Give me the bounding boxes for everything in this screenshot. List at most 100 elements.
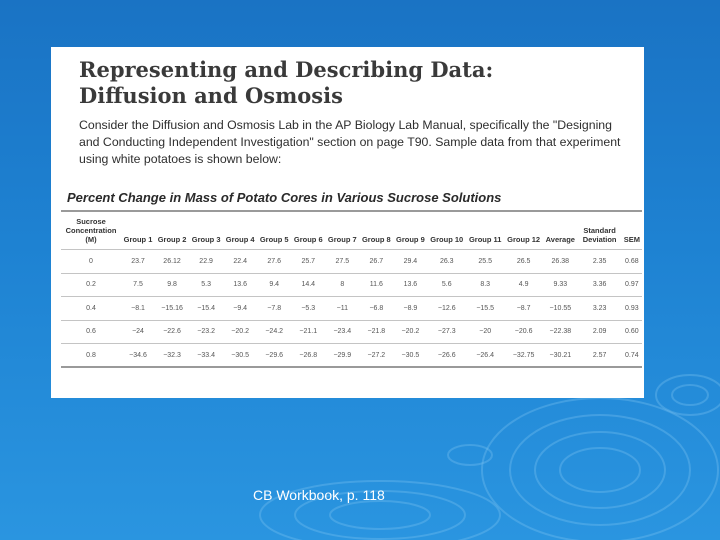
slide-content-card: Representing and Describing Data: Diffus… bbox=[51, 47, 644, 398]
header-cell: Group 1 bbox=[123, 235, 153, 244]
table-cell: −20.2 bbox=[223, 319, 258, 344]
header-cell: Group 11 bbox=[468, 235, 502, 244]
table-cell: 25.7 bbox=[291, 249, 326, 273]
table-cell: −15.4 bbox=[189, 296, 224, 320]
header-cell: Group 4 bbox=[225, 235, 255, 244]
header-cell: SEM bbox=[623, 235, 640, 244]
table-header-row: Sucrose Concentration (M) Group 1 Group … bbox=[61, 217, 642, 250]
table-cell: −8.1 bbox=[121, 296, 156, 320]
table-cell: −24 bbox=[121, 319, 156, 344]
header-cell: Sucrose Concentration (M) bbox=[65, 217, 117, 244]
table-title: Percent Change in Mass of Potato Cores i… bbox=[67, 190, 502, 205]
table-cell: −26.8 bbox=[291, 343, 326, 368]
table-cell: −7.8 bbox=[257, 296, 292, 320]
table-cell: −20 bbox=[466, 319, 505, 344]
table-cell: −24.2 bbox=[257, 319, 292, 344]
table-cell: 8 bbox=[325, 272, 360, 297]
table-cell: 9.4 bbox=[257, 272, 292, 297]
table-cell: −11 bbox=[325, 296, 360, 320]
table-cell: −26.4 bbox=[466, 343, 505, 368]
header-cell: Group 8 bbox=[361, 235, 391, 244]
table-cell: 0.68 bbox=[621, 249, 642, 273]
table-cell: 0.6 bbox=[61, 319, 121, 344]
table-cell: −6.8 bbox=[359, 296, 394, 320]
table-cell: 8.3 bbox=[466, 272, 505, 297]
table-cell: −30.5 bbox=[393, 343, 428, 368]
table-cell: −30.21 bbox=[542, 343, 578, 368]
table-cell: 29.4 bbox=[393, 249, 428, 273]
table-cell: 0 bbox=[61, 249, 121, 273]
table-cell: 27.6 bbox=[257, 249, 292, 273]
table-cell: 5.6 bbox=[427, 272, 467, 297]
table-cell: 9.8 bbox=[155, 272, 190, 297]
table-cell: 0.97 bbox=[621, 272, 642, 297]
table-cell: −21.1 bbox=[291, 319, 326, 344]
table-cell: 26.7 bbox=[359, 249, 394, 273]
table-cell: 25.5 bbox=[466, 249, 505, 273]
header-cell: Group 10 bbox=[430, 235, 464, 244]
table-cell: 26.38 bbox=[542, 249, 578, 273]
table-cell: −8.7 bbox=[504, 296, 543, 320]
table-cell: 13.6 bbox=[223, 272, 258, 297]
header-cell: Group 3 bbox=[191, 235, 221, 244]
table-cell: −5.3 bbox=[291, 296, 326, 320]
table-cell: −26.6 bbox=[427, 343, 467, 368]
table-cell: 22.9 bbox=[189, 249, 224, 273]
table-cell: 4.9 bbox=[504, 272, 543, 297]
table-cell: −33.4 bbox=[189, 343, 224, 368]
table-cell: −20.2 bbox=[393, 319, 428, 344]
table-cell: −23.4 bbox=[325, 319, 360, 344]
table-row: 0 23.7 26.12 22.9 22.4 27.6 25.7 27.5 26… bbox=[61, 249, 642, 273]
intro-paragraph: Consider the Diffusion and Osmosis Lab i… bbox=[79, 118, 621, 166]
table-cell: −27.3 bbox=[427, 319, 467, 344]
table-cell: 13.6 bbox=[393, 272, 428, 297]
table-cell: 27.5 bbox=[325, 249, 360, 273]
table-cell: 9.33 bbox=[542, 272, 578, 297]
table-cell: 2.35 bbox=[577, 249, 622, 273]
table-cell: −22.6 bbox=[155, 319, 190, 344]
table-cell: 3.23 bbox=[577, 296, 622, 320]
heading-line-1: Representing and Describing Data: bbox=[79, 57, 494, 82]
table-cell: 14.4 bbox=[291, 272, 326, 297]
table-cell: 0.2 bbox=[61, 272, 121, 297]
table-row: 0.4 −8.1 −15.16 −15.4 −9.4 −7.8 −5.3 −11… bbox=[61, 296, 642, 320]
table-cell: 0.8 bbox=[61, 343, 121, 368]
table-cell: −12.6 bbox=[427, 296, 467, 320]
table-cell: −9.4 bbox=[223, 296, 258, 320]
table-cell: 0.60 bbox=[621, 319, 642, 344]
header-cell: Group 2 bbox=[157, 235, 187, 244]
table-cell: 0.74 bbox=[621, 343, 642, 368]
table-cell: 26.12 bbox=[155, 249, 190, 273]
table-cell: 11.6 bbox=[359, 272, 394, 297]
heading-line-2: Diffusion and Osmosis bbox=[79, 83, 343, 108]
table-cell: 7.5 bbox=[121, 272, 156, 297]
table-cell: 23.7 bbox=[121, 249, 156, 273]
header-cell: Group 7 bbox=[327, 235, 357, 244]
table-cell: −10.55 bbox=[542, 296, 578, 320]
table-cell: −22.38 bbox=[542, 319, 578, 344]
source-caption: CB Workbook, p. 118 bbox=[253, 487, 385, 503]
table-cell: −29.6 bbox=[257, 343, 292, 368]
table-cell: 22.4 bbox=[223, 249, 258, 273]
header-cell: Group 12 bbox=[507, 235, 541, 244]
slide-heading: Representing and Describing Data: Diffus… bbox=[79, 57, 493, 109]
table-cell: 2.09 bbox=[577, 319, 622, 344]
table-top-rule bbox=[61, 210, 642, 212]
table-row: 0.8 −34.6 −32.3 −33.4 −30.5 −29.6 −26.8 … bbox=[61, 343, 642, 368]
table-cell: 0.4 bbox=[61, 296, 121, 320]
table-cell: 2.57 bbox=[577, 343, 622, 368]
table-cell: 5.3 bbox=[189, 272, 224, 297]
table-cell: −27.2 bbox=[359, 343, 394, 368]
table-cell: −8.9 bbox=[393, 296, 428, 320]
table-row: 0.2 7.5 9.8 5.3 13.6 9.4 14.4 8 11.6 13.… bbox=[61, 272, 642, 297]
table-cell: −30.5 bbox=[223, 343, 258, 368]
potato-mass-table: Sucrose Concentration (M) Group 1 Group … bbox=[61, 217, 642, 368]
table-cell: −15.5 bbox=[466, 296, 505, 320]
table-cell: 3.36 bbox=[577, 272, 622, 297]
table-row: 0.6 −24 −22.6 −23.2 −20.2 −24.2 −21.1 −2… bbox=[61, 319, 642, 344]
table-cell: −15.16 bbox=[155, 296, 190, 320]
header-cell: Group 5 bbox=[259, 235, 289, 244]
header-cell: Group 6 bbox=[293, 235, 323, 244]
table-cell: −23.2 bbox=[189, 319, 224, 344]
